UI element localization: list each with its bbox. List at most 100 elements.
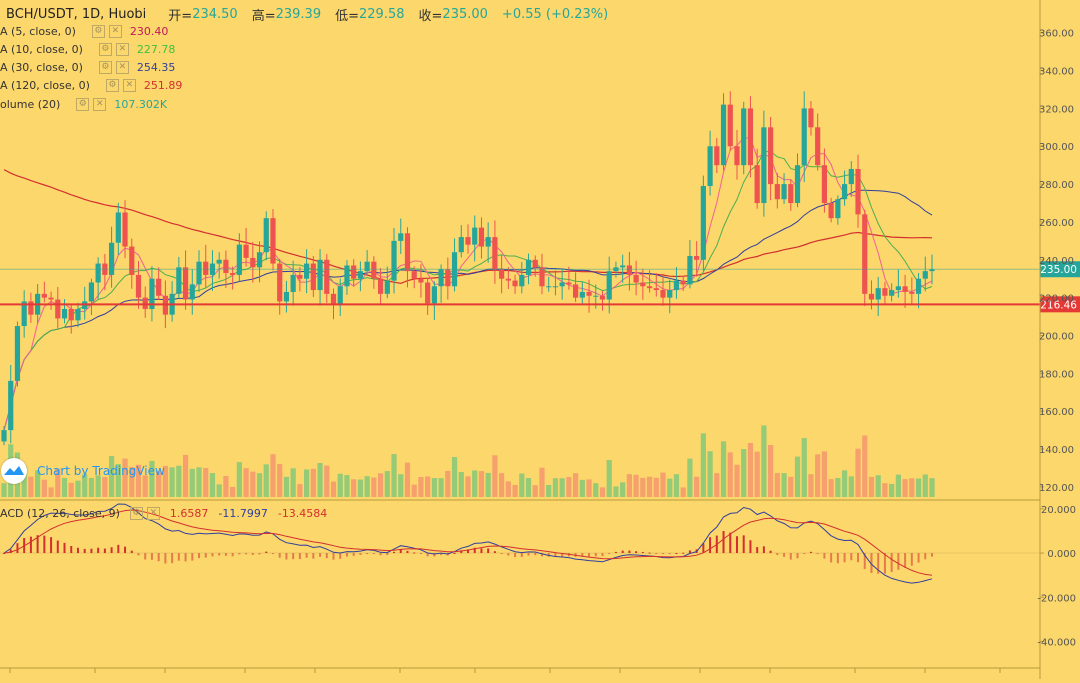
macd-histogram-bar: [621, 550, 624, 554]
settings-icon[interactable]: ⚙: [105, 78, 119, 92]
volume-bar: [404, 462, 411, 497]
volume-bar: [384, 471, 390, 497]
macd-histogram-bar: [776, 553, 779, 556]
ma120-legend[interactable]: A (120, close, 0) ⚙ ✕ 251.89: [0, 76, 182, 94]
candle-body: [236, 244, 242, 275]
macd-hist-value: 1.6587: [169, 506, 209, 520]
volume-bar: [875, 475, 881, 497]
candle-body: [230, 273, 236, 275]
volume-bar: [129, 466, 135, 497]
close-icon[interactable]: ✕: [115, 42, 129, 56]
ma120-label: A (120, close, 0): [0, 78, 90, 92]
macd-histogram-bar: [897, 553, 900, 570]
volume-bar: [75, 480, 81, 497]
candle-body: [445, 269, 451, 287]
volume-legend[interactable]: olume (20) ⚙ ✕ 107.302K: [0, 95, 167, 113]
close-icon[interactable]: ✕: [108, 24, 122, 38]
candle-body: [754, 165, 760, 204]
tradingview-badge[interactable]: Chart by TradingView: [0, 457, 165, 485]
macd-histogram-bar: [292, 553, 295, 560]
candle-body: [828, 203, 834, 219]
volume-bar: [485, 472, 491, 497]
macd-histogram-bar: [332, 553, 335, 560]
macd-histogram-bar: [662, 553, 665, 555]
volume-bar: [606, 460, 612, 497]
candle-body: [55, 299, 61, 319]
volume-bar: [828, 479, 834, 497]
macd-histogram-bar: [742, 535, 745, 554]
settings-icon[interactable]: ⚙: [91, 24, 105, 38]
price-tick-label: 320.00: [1039, 104, 1074, 115]
volume-bar: [525, 478, 532, 497]
macd-histogram-bar: [762, 546, 765, 554]
volume-bar: [425, 476, 431, 497]
ma30-legend[interactable]: A (30, close, 0) ⚙ ✕ 254.35: [0, 58, 175, 76]
ma30-value: 254.35: [136, 60, 176, 74]
volume-bar: [304, 469, 310, 497]
volume-bar: [781, 473, 787, 497]
volume-bar: [330, 481, 337, 497]
macd-histogram-bar: [413, 552, 416, 554]
candle-body: [391, 240, 397, 281]
volume-bar: [290, 468, 296, 497]
settings-icon[interactable]: ⚙: [129, 506, 143, 520]
volume-bar: [727, 452, 733, 497]
macd-histogram-bar: [204, 553, 207, 558]
candle-body: [841, 184, 848, 200]
price-tick-label: 120.00: [1039, 483, 1074, 494]
candle-body: [371, 261, 377, 279]
close-icon[interactable]: ✕: [115, 60, 129, 74]
settings-icon[interactable]: ⚙: [76, 97, 90, 111]
macd-histogram-bar: [124, 546, 127, 554]
candle-body: [552, 286, 559, 288]
tradingview-text[interactable]: Chart by TradingView: [37, 464, 165, 478]
ma5-legend[interactable]: A (5, close, 0) ⚙ ✕ 230.40: [0, 22, 168, 40]
macd-histogram-bar: [117, 544, 120, 554]
macd-histogram-bar: [393, 551, 396, 554]
macd-histogram-bar: [231, 553, 234, 557]
macd-histogram-bar: [218, 553, 221, 556]
macd-histogram-bar: [177, 553, 180, 561]
candle-body: [505, 278, 511, 281]
close-icon[interactable]: ✕: [122, 78, 136, 92]
macd-histogram-bar: [682, 552, 685, 554]
volume-bar: [882, 483, 888, 497]
candle-body: [317, 259, 323, 291]
macd-histogram-bar: [305, 553, 308, 558]
volume-bar: [162, 465, 168, 497]
volume-bar: [633, 474, 639, 497]
macd-histogram-bar: [473, 547, 476, 554]
candle-body: [889, 290, 895, 296]
volume-bar: [317, 463, 323, 497]
macd-legend[interactable]: ACD (12, 26, close, 9) ⚙ ✕ 1.6587 -11.79…: [0, 504, 327, 522]
volume-bar: [720, 441, 727, 497]
volume-bar: [747, 443, 754, 497]
macd-histogram-bar: [863, 553, 866, 570]
settings-icon[interactable]: ⚙: [98, 60, 112, 74]
ma10-legend[interactable]: A (10, close, 0) ⚙ ✕ 227.78: [0, 40, 175, 58]
candle-body: [653, 288, 659, 291]
macd-histogram-bar: [460, 550, 463, 554]
volume-bar: [458, 472, 464, 497]
volume-bar: [95, 475, 101, 497]
macd-histogram-bar: [769, 550, 772, 554]
macd-histogram-bar: [594, 553, 597, 557]
volume-bar: [377, 473, 384, 497]
macd-histogram-bar: [830, 553, 833, 563]
volume-bar: [68, 482, 74, 497]
macd-histogram-bar: [749, 540, 752, 554]
volume-bar: [283, 476, 290, 497]
macd-histogram-bar: [614, 551, 617, 554]
close-icon[interactable]: ✕: [146, 506, 160, 520]
volume-bar: [889, 483, 895, 497]
settings-icon[interactable]: ⚙: [98, 42, 112, 56]
candle-body: [21, 301, 27, 327]
macd-histogram-bar: [258, 553, 261, 555]
candle-body: [808, 108, 814, 128]
volume-bar: [169, 467, 175, 497]
close-icon[interactable]: ✕: [93, 97, 107, 111]
volume-bar: [189, 468, 195, 497]
volume-bar: [646, 476, 653, 497]
